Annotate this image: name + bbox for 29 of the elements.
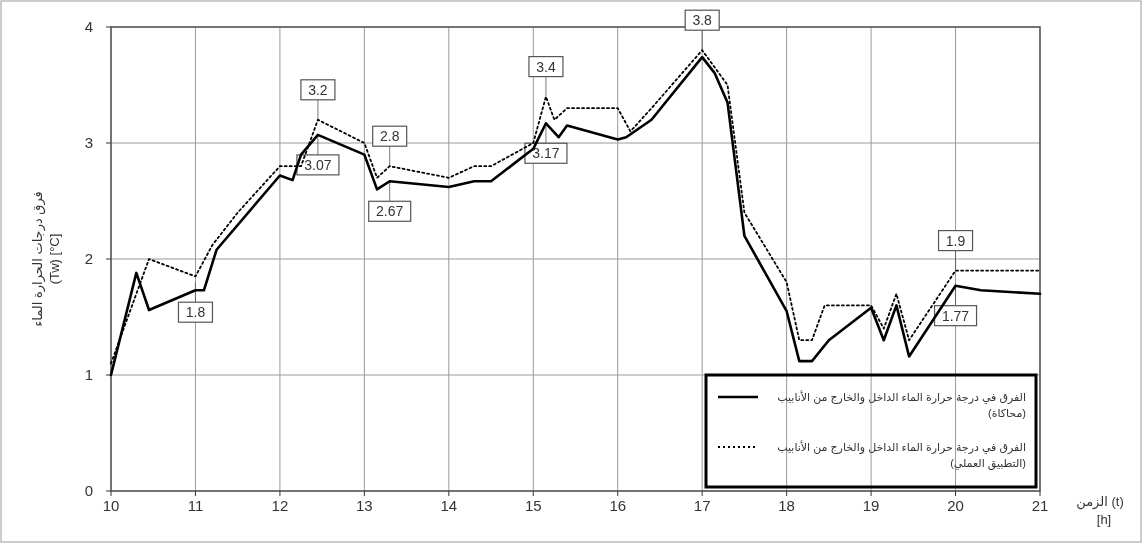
- y-tick-label: 4: [84, 18, 93, 35]
- y-tick-label: 2: [84, 250, 93, 267]
- x-tick-label: 16: [609, 497, 627, 514]
- x-tick-label: 17: [693, 497, 711, 514]
- annotation: 3.17: [532, 145, 560, 162]
- annotation: 3.2: [308, 81, 328, 98]
- x-tick-label: 13: [356, 497, 373, 514]
- x-tick-label: 18: [778, 497, 795, 514]
- annotation: 3.4: [536, 58, 556, 75]
- y-tick-label: 1: [84, 366, 93, 383]
- annotation: 1.9: [945, 232, 966, 249]
- x-tick-label: 20: [947, 497, 964, 514]
- annotation: 1.77: [941, 307, 970, 324]
- y-tick-label: 3: [84, 134, 93, 151]
- y-tick-label: 0: [84, 482, 93, 499]
- x-tick-label: 21: [1031, 497, 1049, 514]
- legend-label: الفرق في درجة حرارة الماء الداخل والخارج من الأنابيب (محاكاة): [777, 390, 1026, 419]
- annotation: 2.67: [376, 203, 404, 220]
- annotation: 2.8: [379, 128, 400, 145]
- annotation: 3.8: [692, 12, 713, 29]
- annotation: 1.8: [185, 304, 206, 321]
- legend-label: الفرق في درجة حرارة الماء الداخل والخارج من الأنابيب (التطبيق العملي): [777, 440, 1026, 471]
- x-tick-label: 10: [102, 497, 120, 514]
- x-tick-label: 12: [271, 497, 289, 514]
- x-tick-label: 19: [862, 497, 880, 514]
- x-tick-label: 14: [440, 497, 458, 514]
- x-tick-label: 15: [524, 497, 542, 514]
- annotation: 3.07: [304, 156, 332, 173]
- x-tick-label: 11: [187, 497, 204, 514]
